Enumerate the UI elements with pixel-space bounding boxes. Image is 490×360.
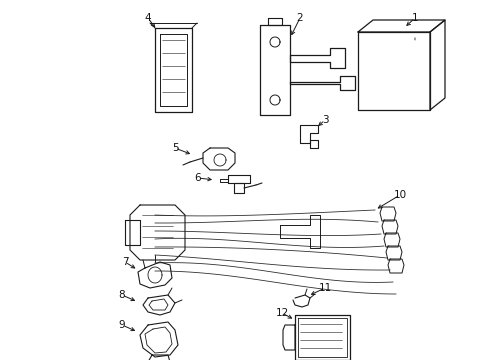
Text: 2: 2 (296, 13, 303, 23)
Text: 8: 8 (119, 290, 125, 300)
Text: 6: 6 (195, 173, 201, 183)
Text: 12: 12 (275, 308, 289, 318)
Text: 5: 5 (172, 143, 178, 153)
Text: 9: 9 (119, 320, 125, 330)
Text: 4: 4 (145, 13, 151, 23)
Text: 1: 1 (412, 13, 418, 23)
Text: 7: 7 (122, 257, 128, 267)
Text: 3: 3 (322, 115, 328, 125)
Text: 10: 10 (393, 190, 407, 200)
Text: 11: 11 (318, 283, 332, 293)
